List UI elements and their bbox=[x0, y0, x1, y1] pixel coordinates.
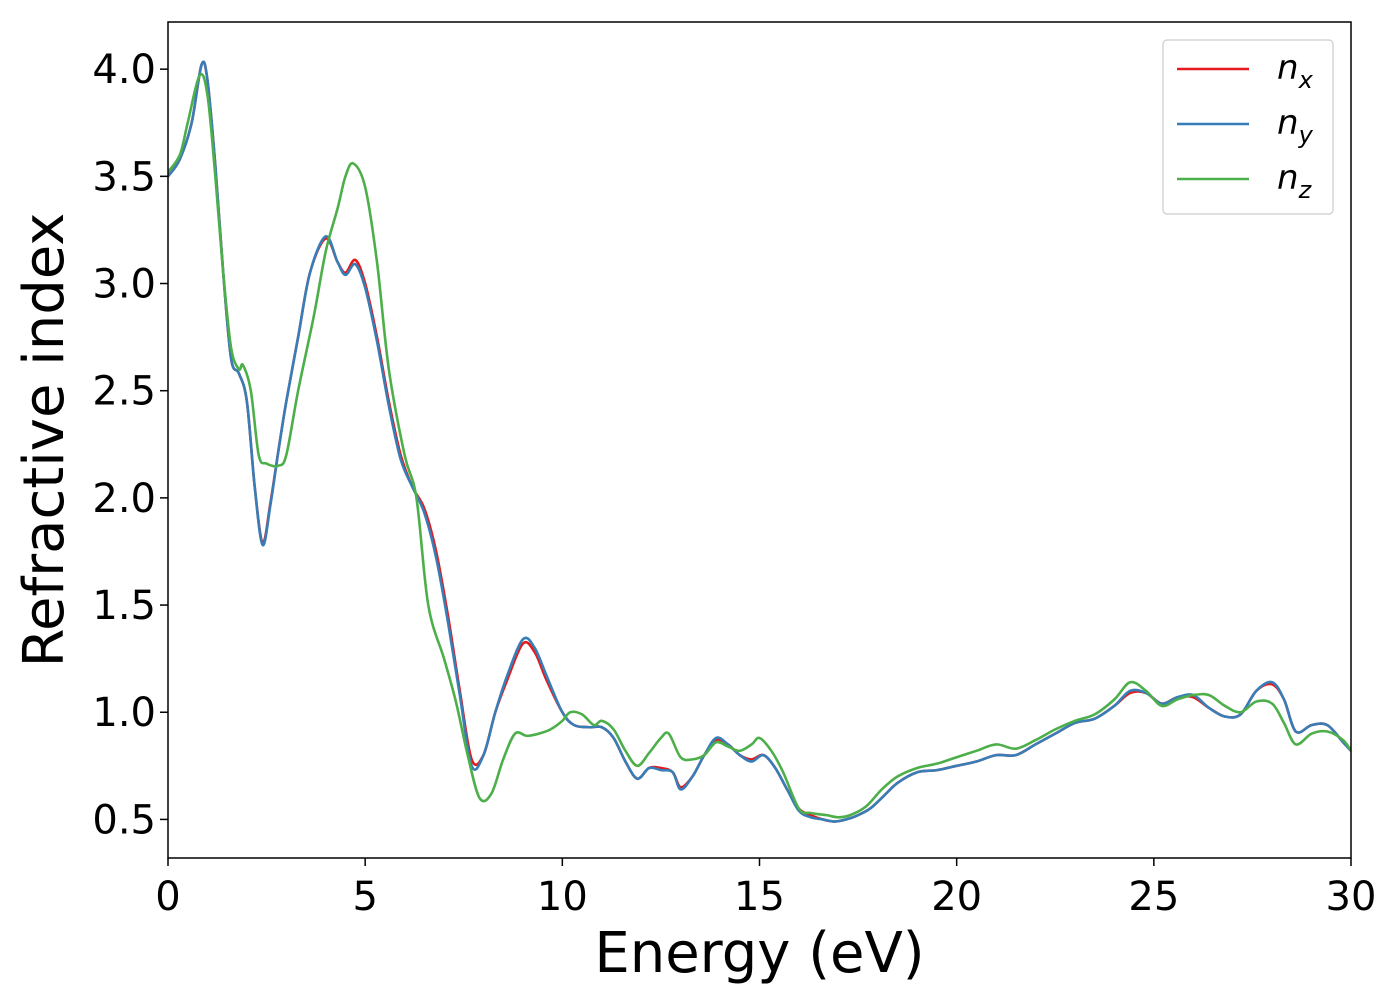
y-axis-label: Refractive index bbox=[12, 213, 77, 668]
x-tick-label: 20 bbox=[931, 874, 982, 920]
series-layer bbox=[168, 60, 1351, 823]
x-tick-label: 25 bbox=[1128, 874, 1179, 920]
y-tick-label: 2.5 bbox=[92, 369, 156, 415]
x-axis-ticks: 0 5 10 15 20 25 30 bbox=[155, 858, 1376, 920]
series-line-nz bbox=[168, 72, 1351, 819]
legend-label-nz: nz bbox=[1277, 158, 1313, 204]
y-tick-label: 2.0 bbox=[92, 476, 156, 522]
x-tick-label: 15 bbox=[734, 874, 785, 920]
legend-label-nx: nx bbox=[1277, 48, 1314, 94]
x-tick-label: 10 bbox=[537, 874, 588, 920]
x-axis-label: Energy (eV) bbox=[594, 921, 924, 986]
series-line-ny bbox=[168, 60, 1351, 823]
legend-box bbox=[1162, 39, 1334, 215]
y-tick-label: 4.0 bbox=[92, 47, 156, 93]
y-tick-label: 0.5 bbox=[92, 797, 156, 843]
x-tick-label: 0 bbox=[155, 874, 180, 920]
legend: nx ny nz bbox=[1162, 39, 1334, 215]
y-tick-label: 3.0 bbox=[92, 262, 156, 308]
y-tick-label: 3.5 bbox=[92, 154, 156, 200]
x-tick-label: 30 bbox=[1326, 874, 1377, 920]
legend-label-ny: ny bbox=[1277, 103, 1314, 149]
y-axis-ticks: 0.5 1.0 1.5 2.0 2.5 3.0 3.5 4.0 bbox=[92, 47, 168, 843]
y-tick-label: 1.0 bbox=[92, 690, 156, 736]
y-tick-label: 1.5 bbox=[92, 583, 156, 629]
x-tick-label: 5 bbox=[352, 874, 377, 920]
